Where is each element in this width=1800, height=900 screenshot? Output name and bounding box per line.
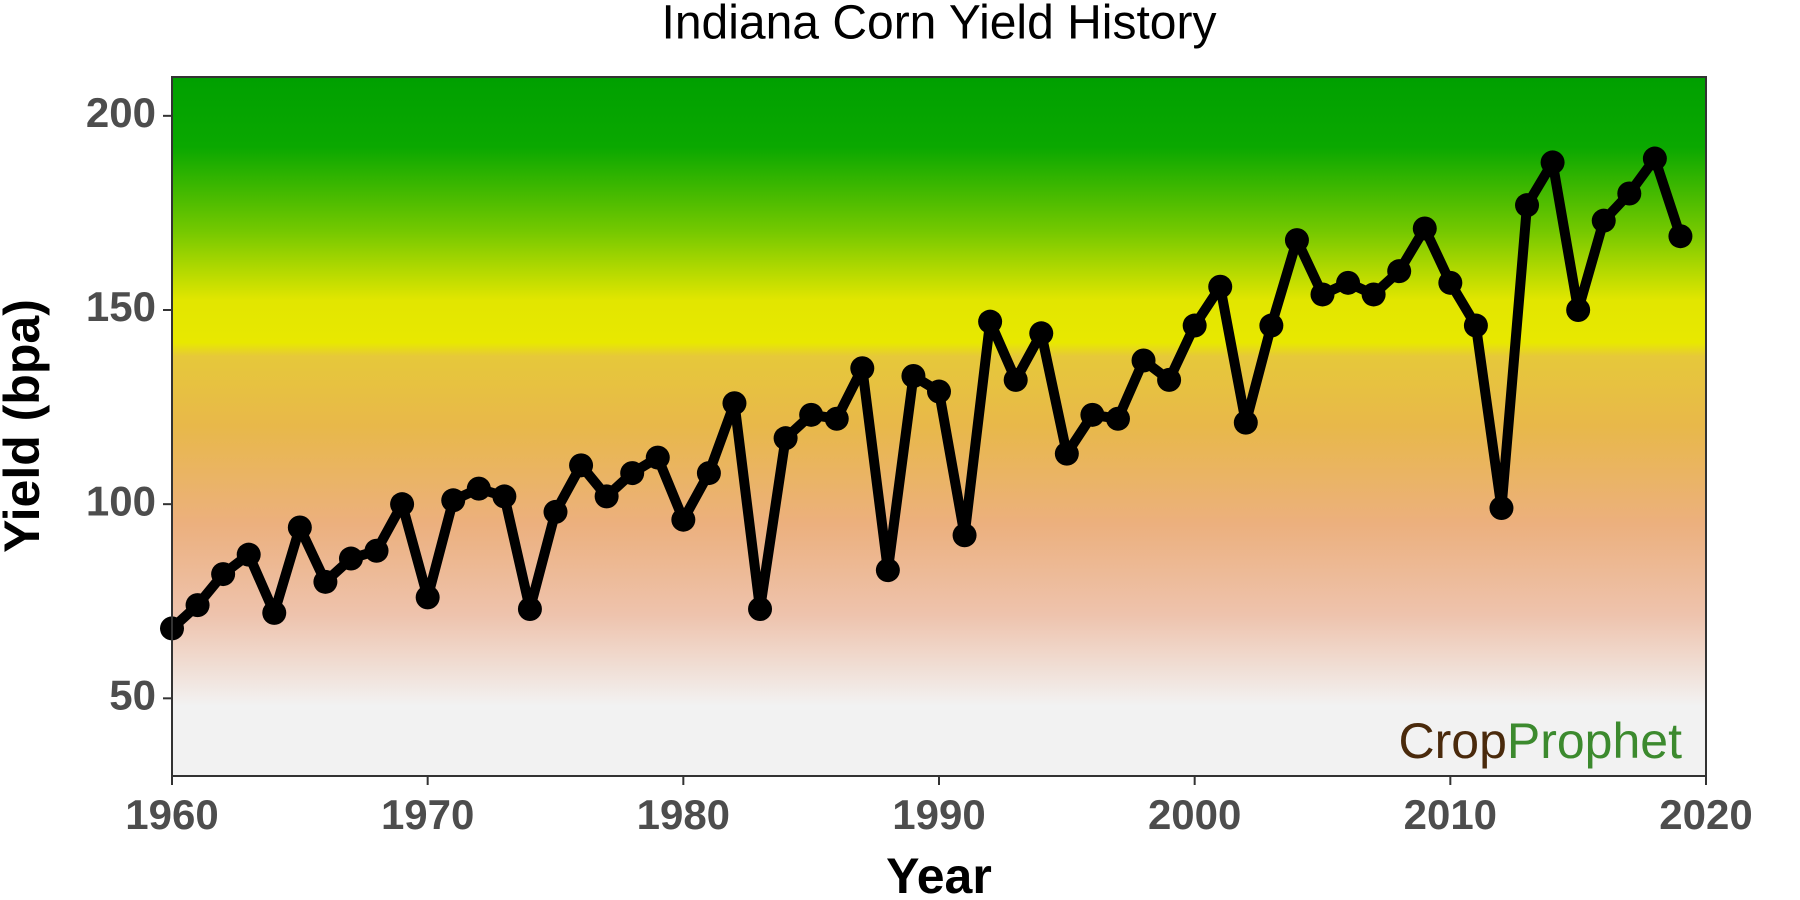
logo: CropProphet xyxy=(1399,713,1683,769)
logo-first: Crop xyxy=(1399,713,1507,769)
data-point xyxy=(1617,181,1642,206)
data-point xyxy=(1131,348,1156,373)
data-point xyxy=(492,484,517,509)
data-point xyxy=(1566,298,1591,322)
data-point xyxy=(1259,313,1284,338)
data-point xyxy=(1515,193,1540,218)
y-tick-label: 200 xyxy=(86,89,156,136)
x-tick-label: 1980 xyxy=(637,791,730,838)
data-point xyxy=(390,492,415,517)
data-point xyxy=(1182,313,1207,338)
data-point xyxy=(1054,441,1079,466)
logo-second: Prophet xyxy=(1507,713,1682,769)
x-tick-label: 1970 xyxy=(381,791,474,838)
data-point xyxy=(722,391,747,416)
y-axis-title: Yield (bpa) xyxy=(0,299,50,553)
y-tick-label: 100 xyxy=(86,477,156,524)
data-point xyxy=(645,445,670,470)
y-tick-label: 150 xyxy=(86,283,156,330)
data-point xyxy=(338,546,363,571)
y-tick-label: 50 xyxy=(109,671,156,718)
data-point xyxy=(1310,282,1335,307)
x-tick-label: 2000 xyxy=(1148,791,1241,838)
data-point xyxy=(1157,367,1182,392)
data-point xyxy=(1438,270,1463,295)
data-point xyxy=(211,562,236,587)
data-point xyxy=(415,585,440,610)
data-point xyxy=(901,364,926,389)
data-point xyxy=(1540,150,1565,175)
data-point xyxy=(1233,410,1258,435)
data-point xyxy=(875,558,900,583)
data-point xyxy=(1463,313,1488,338)
x-tick-label: 2010 xyxy=(1404,791,1497,838)
data-point xyxy=(543,499,568,524)
data-point xyxy=(1387,259,1412,284)
data-point xyxy=(594,484,619,509)
data-point xyxy=(287,515,312,540)
data-point xyxy=(620,461,645,486)
data-point xyxy=(262,600,287,625)
data-point xyxy=(364,538,389,563)
data-point xyxy=(1336,270,1361,295)
data-point xyxy=(466,476,491,501)
x-tick-label: 1990 xyxy=(892,791,985,838)
data-point xyxy=(517,597,542,622)
data-point xyxy=(696,461,721,486)
data-point xyxy=(569,453,594,478)
data-point xyxy=(850,356,875,381)
data-point xyxy=(1208,274,1233,299)
x-tick-label: 2020 xyxy=(1659,791,1752,838)
data-point xyxy=(1080,402,1105,427)
data-point xyxy=(441,488,466,513)
plot-background xyxy=(172,77,1706,776)
data-point xyxy=(313,569,338,594)
data-point xyxy=(236,542,261,567)
data-point xyxy=(952,523,977,548)
data-point xyxy=(1642,146,1667,171)
x-tick-label: 1960 xyxy=(125,791,218,838)
data-point xyxy=(748,597,773,622)
x-axis-title: Year xyxy=(886,848,992,900)
data-point xyxy=(978,309,1003,334)
data-point xyxy=(1668,224,1693,249)
data-point xyxy=(1412,216,1437,241)
data-point xyxy=(773,426,798,451)
data-point xyxy=(1361,282,1386,307)
data-point xyxy=(1003,367,1028,392)
data-point xyxy=(799,402,824,427)
data-point xyxy=(824,406,849,431)
plot-area xyxy=(160,146,1693,641)
data-point xyxy=(1284,228,1309,253)
data-point xyxy=(185,593,210,618)
chart-title: Indiana Corn Yield History xyxy=(662,0,1217,50)
data-point xyxy=(1591,208,1616,233)
data-point xyxy=(671,507,696,532)
data-point xyxy=(1489,496,1514,521)
data-point xyxy=(927,379,951,404)
data-point xyxy=(1105,406,1130,431)
data-point xyxy=(1029,321,1054,346)
